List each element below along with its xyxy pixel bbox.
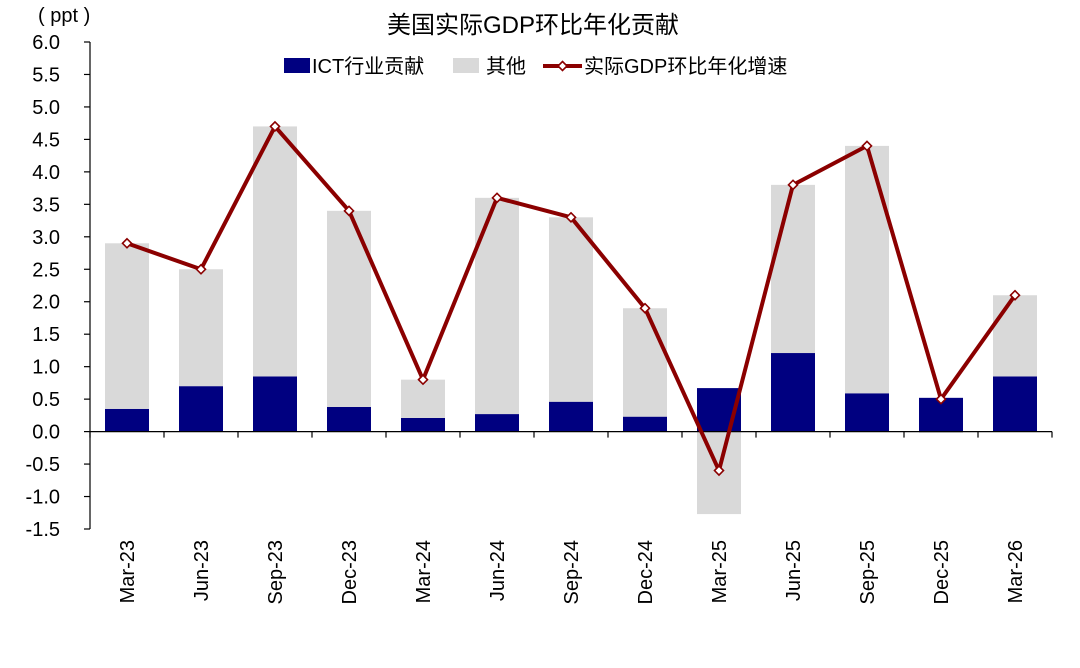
y-tick-label: 4.5: [32, 129, 60, 151]
legend-label-gdp: 实际GDP环比年化增速: [584, 55, 787, 78]
x-tick-label: Sep-25: [857, 540, 879, 605]
gdp-growth-point: [713, 464, 725, 477]
x-tick-label: Mar-26: [1005, 540, 1027, 603]
bar-ict: [549, 401, 593, 432]
y-tick-label: 1.5: [32, 324, 60, 346]
bar-other: [623, 308, 667, 417]
bar-ict: [401, 417, 445, 432]
gdp-growth-point: [861, 140, 873, 152]
x-tick-label: Jun-25: [783, 540, 805, 601]
x-tick-label: Mar-24: [413, 540, 435, 603]
legend-swatch-ict: [284, 58, 310, 73]
x-tick-label: Jun-24: [487, 540, 509, 601]
bar-ict: [179, 386, 223, 432]
bar-other: [771, 184, 815, 354]
chart-title: 美国实际GDP环比年化贡献: [387, 12, 679, 39]
x-tick-label: Jun-23: [191, 540, 213, 601]
bar-other: [105, 243, 149, 409]
gdp-growth-point: [639, 302, 651, 314]
gdp-growth-point: [935, 393, 947, 405]
legend-marker-gdp: [556, 60, 569, 72]
x-tick-label: Dec-24: [635, 540, 657, 604]
x-tick-label: Mar-23: [117, 540, 139, 603]
y-tick-label: 4.0: [32, 162, 60, 184]
gdp-growth-point: [1009, 289, 1021, 301]
line-series: [121, 120, 1021, 477]
bar-other: [993, 295, 1037, 377]
x-axis: Mar-23 Jun-23 Sep-23 Dec-23 Mar-24 Jun-24 Sep-…: [89, 431, 1053, 605]
legend-swatch-other: [453, 58, 479, 73]
gdp-growth-point: [195, 263, 207, 275]
x-tick-label: Dec-25: [931, 540, 953, 604]
x-tick-label: Dec-23: [339, 540, 361, 604]
y-tick-label: 1.0: [32, 357, 60, 379]
gdp-growth-point: [417, 374, 429, 386]
gdp-growth-point: [787, 179, 799, 191]
bar-ict: [327, 406, 371, 432]
bar-ict: [253, 376, 297, 432]
bar-other: [253, 126, 297, 377]
bar-ict: [845, 393, 889, 432]
y-tick-label: 5.0: [32, 97, 60, 119]
y-tick-label: 3.5: [32, 194, 60, 216]
y-tick-label: 0.5: [32, 389, 60, 411]
y-tick-label: 3.0: [32, 227, 60, 249]
gdp-growth-point: [343, 205, 355, 217]
legend: ICT行业贡献 其他 实际GDP环比年化增速: [284, 55, 787, 78]
bar-other: [179, 269, 223, 387]
y-tick-label: 5.5: [32, 64, 60, 86]
gdp-growth-point: [565, 211, 577, 223]
x-tick-label: Sep-23: [265, 540, 287, 605]
bar-other: [401, 379, 445, 418]
x-tick-label: Sep-24: [561, 540, 583, 605]
bar-ict: [623, 416, 667, 432]
gdp-growth-point: [121, 237, 133, 249]
bar-other: [475, 197, 519, 415]
y-tick-label: 2.0: [32, 292, 60, 314]
y-tick-label: -0.5: [26, 454, 60, 476]
y-axis: 6.0 5.5 5.0 4.5 4.0 3.5 3.0 2.5 2.0 1.5 1.0 0.5 0.0 -…: [26, 32, 91, 541]
bar-ict: [475, 414, 519, 432]
y-unit-label: ( ppt ): [38, 5, 90, 27]
x-tick-label: Mar-25: [709, 540, 731, 603]
bar-ict: [771, 353, 815, 432]
y-tick-label: -1.0: [26, 487, 60, 509]
gdp-growth-point: [491, 192, 503, 204]
bar-other: [845, 145, 889, 394]
bars: [105, 126, 1037, 515]
bar-other: [549, 217, 593, 402]
y-tick-label: 2.5: [32, 259, 60, 281]
bar-other: [919, 431, 963, 433]
gdp-growth-point: [269, 120, 281, 133]
y-tick-label: -1.5: [26, 519, 60, 541]
legend-label-other: 其他: [486, 55, 526, 78]
legend-label-ict: ICT行业贡献: [312, 55, 424, 78]
y-tick-label: 6.0: [32, 32, 60, 54]
bar-ict: [993, 376, 1037, 432]
y-tick-label: 0.0: [32, 422, 60, 444]
bar-ict: [105, 408, 149, 432]
bar-other: [327, 210, 371, 407]
